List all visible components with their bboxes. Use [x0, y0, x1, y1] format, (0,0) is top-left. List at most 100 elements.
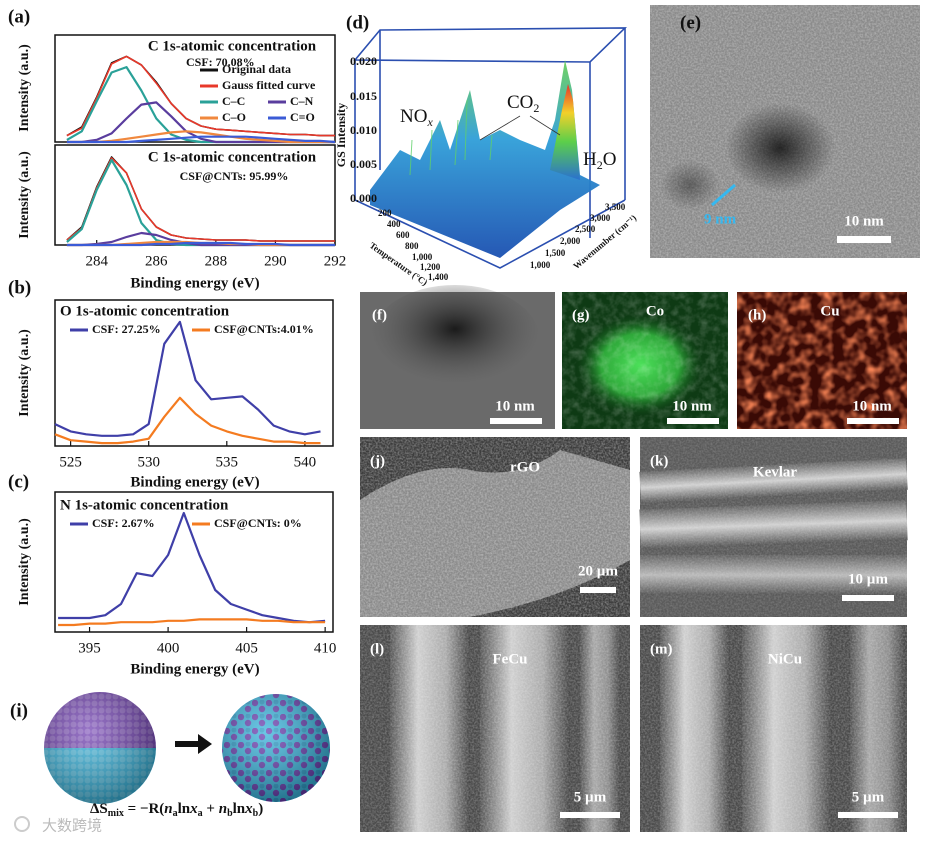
legend-label: C–C — [222, 94, 245, 108]
panel-k: (k) Kevlar 10 µm — [639, 437, 908, 617]
x-tick-label: 290 — [264, 253, 287, 269]
spikes — [409, 99, 493, 176]
legend-label: C=O — [290, 110, 315, 124]
spectrum-surface — [370, 60, 600, 258]
cube — [353, 27, 627, 269]
material-label: Kevlar — [753, 464, 797, 480]
legend-label: CSF: 27.25% — [92, 322, 161, 336]
scale-bar — [838, 812, 898, 818]
panel-label: (f) — [372, 307, 387, 323]
panel-g: (g) Co 10 nm — [562, 292, 728, 429]
tick-label: 1,000 — [412, 252, 433, 262]
panel-j: (j) rGO 20 µm — [360, 437, 630, 617]
scale-bar — [837, 236, 891, 243]
particle — [370, 285, 540, 395]
element-label: Cu — [820, 303, 839, 319]
panel-label: (m) — [650, 641, 673, 657]
xps-chart: 395 400 405 410 CSF: 2.67% CSF@CNTs: 0% (c) N 1… — [8, 471, 336, 677]
scale-label: 10 µm — [848, 571, 888, 587]
x-tick-label: 286 — [145, 253, 168, 269]
label-part: 2 — [533, 101, 539, 115]
texture — [562, 292, 728, 429]
panel-label: (k) — [650, 453, 668, 469]
panel-h: (h) Cu 10 nm — [737, 292, 907, 429]
co2-peak — [550, 84, 580, 180]
x-axis-label: Binding energy (eV) — [130, 275, 259, 291]
xps-chart: 284 286 288 290 292 C 1s-atomic concentration… — [17, 144, 346, 291]
legend-label: CSF@CNTs:4.01% — [214, 322, 314, 336]
panel-label: (b) — [8, 277, 31, 298]
label-part: CO — [507, 92, 533, 113]
scale-label: 5 µm — [574, 789, 607, 805]
x-tick-label: 530 — [137, 454, 160, 470]
scale-bar — [490, 418, 542, 424]
panel-label: (a) — [8, 6, 30, 27]
x-tick-label: 405 — [235, 640, 258, 656]
material-label: NiCu — [768, 651, 802, 667]
legend-label: CSF@CNTs: 0% — [214, 516, 302, 530]
y-axis-label: Intensity (a.u.) — [17, 329, 32, 417]
xps-chart: Original data Gauss fitted curve C–C C–N C–O… — [8, 6, 336, 144]
tick-label: 1,500 — [545, 248, 566, 258]
equation: ΔSmix = −R(nalnxa + nblnxb) — [90, 801, 263, 819]
y-axis-label: Intensity (a.u.) — [17, 518, 32, 606]
eq-part: + — [203, 801, 219, 817]
panel-d: (d) 0.020 0.015 0.010 0.005 0.000 GS Int… — [334, 12, 638, 287]
tick-label: 2,500 — [575, 224, 596, 234]
sphere-mixed — [222, 694, 330, 802]
cu-signal — [737, 292, 907, 429]
panel-label: (g) — [572, 307, 590, 323]
series-line — [54, 320, 321, 437]
x-tick-label: 395 — [78, 640, 101, 656]
tick-label: 200 — [378, 208, 392, 218]
material-label: FeCu — [493, 651, 528, 667]
eq-part: mix — [108, 808, 124, 819]
scale-bar — [842, 595, 894, 601]
material-label: rGO — [510, 459, 540, 475]
x-tick-label: 540 — [294, 454, 317, 470]
z-axis: 0.020 0.015 0.010 0.005 0.000 GS Intensi… — [334, 54, 377, 205]
eq-part: b — [227, 808, 233, 819]
eq-part: a — [173, 808, 178, 819]
panel-f: (f) 10 nm — [360, 285, 555, 429]
eq-part: ln — [233, 801, 246, 817]
scale-label: 5 µm — [852, 789, 885, 805]
chart-title: C 1s-atomic concentration — [148, 38, 317, 54]
x-tick-label: 284 — [85, 253, 108, 269]
x-axis-label: Binding energy (eV) — [130, 474, 259, 490]
watermark-icon — [14, 816, 30, 832]
eq-part: b — [253, 808, 259, 819]
x-tick-label: 400 — [157, 640, 180, 656]
legend-label: Gauss fitted curve — [222, 78, 316, 92]
pointer — [711, 183, 736, 207]
scale-label: 10 nm — [852, 398, 892, 414]
chart-subtitle: CSF@CNTs: 95.99% — [180, 169, 289, 183]
eq-part: x — [244, 801, 253, 817]
scale-bar — [560, 812, 620, 818]
panel-label: (j) — [370, 453, 385, 469]
label-h2o: H2O — [583, 149, 616, 171]
size-label: 9 nm — [704, 211, 737, 227]
arrow — [175, 734, 212, 754]
label-part: O — [603, 149, 617, 170]
eq-part: ) — [258, 801, 263, 817]
x-tick-label: 288 — [205, 253, 228, 269]
label-part: H — [583, 149, 597, 170]
tick-label: 1,200 — [420, 262, 441, 272]
series-line — [66, 135, 336, 144]
legend-label: C–O — [222, 110, 246, 124]
eq-part: n — [219, 801, 227, 817]
panel-label: (e) — [680, 12, 701, 33]
texture — [360, 625, 630, 832]
tick-label: 600 — [396, 230, 410, 240]
eq-part: n — [164, 801, 172, 817]
plot-frame — [54, 491, 334, 633]
chart-title: O 1s-atomic concentration — [60, 303, 230, 319]
tick-label: 0.015 — [350, 89, 377, 103]
panel-label: (l) — [370, 641, 384, 657]
axis-label: GS Intensity — [334, 103, 348, 167]
panel-label: (d) — [346, 12, 369, 33]
tick-label: 2,000 — [560, 236, 581, 246]
panel-l: (l) FeCu 5 µm — [360, 625, 630, 832]
